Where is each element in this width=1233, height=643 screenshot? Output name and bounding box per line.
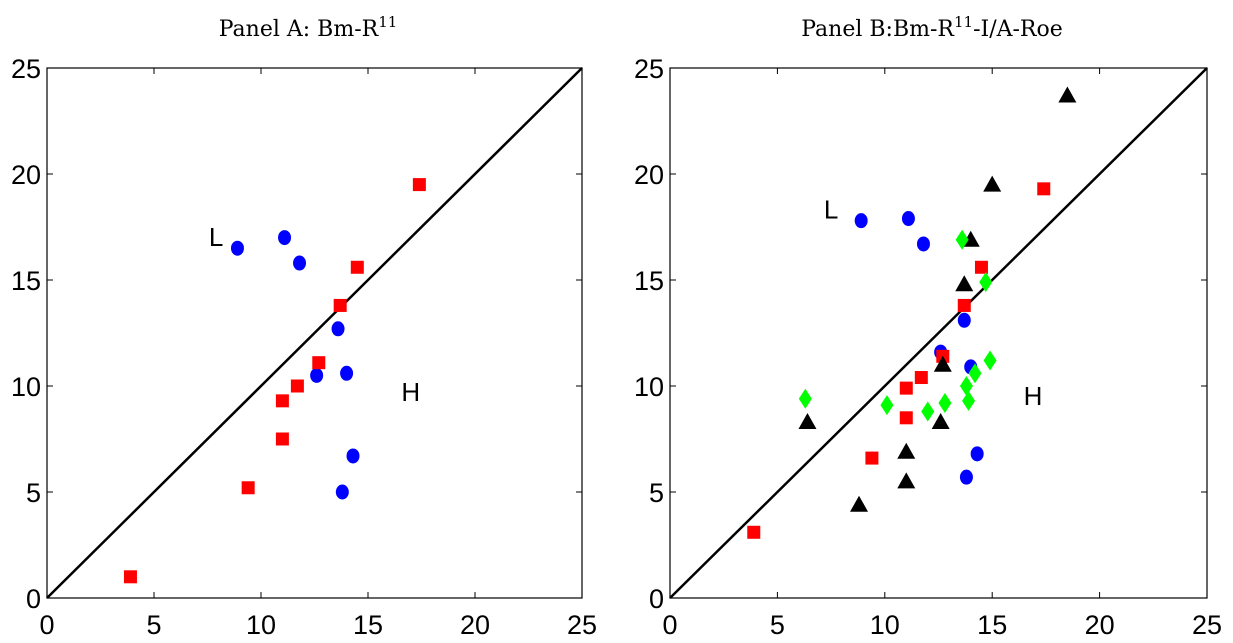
panel-b-diamond-marker bbox=[962, 390, 976, 411]
panel-b-circle-marker bbox=[901, 211, 915, 227]
panel-a-circle-marker bbox=[335, 484, 349, 500]
panel-b-diamond-marker bbox=[921, 401, 935, 422]
panel-a-xtick-label: 15 bbox=[353, 610, 383, 640]
panel-a-title: Panel A: Bm-R11 bbox=[219, 13, 398, 42]
panel-b-diagonal-line bbox=[669, 67, 1208, 599]
panel-a-circle-marker bbox=[230, 240, 244, 256]
panel-b-circle-marker bbox=[854, 213, 868, 229]
panel-a-annotation-l: L bbox=[209, 222, 223, 252]
panel-b-xtick-label: 20 bbox=[1085, 610, 1115, 640]
panel-b-diamond-marker bbox=[938, 392, 952, 413]
panel-a-annotation-h: H bbox=[401, 377, 420, 407]
panel-b-diamond-marker bbox=[955, 229, 969, 250]
panel-b-annotation-h: H bbox=[1024, 381, 1043, 411]
panel-a-diagonal-line bbox=[46, 67, 583, 599]
panel-b-xtick-label: 0 bbox=[662, 610, 677, 640]
panel-a-square-marker bbox=[123, 570, 137, 584]
panel-a-square-marker bbox=[275, 432, 289, 446]
panel-b-diamond-marker bbox=[968, 363, 982, 384]
panel-b-triangle-marker bbox=[897, 442, 916, 459]
panel-a-square-marker bbox=[333, 298, 347, 312]
panel-b-diamond-marker bbox=[798, 388, 812, 409]
panel-a-xtick-label: 10 bbox=[246, 610, 276, 640]
panel-b-plot: 0 5 10 15 20 25 0 5 10 15 20 25 L H bbox=[634, 54, 1222, 640]
panel-a-circle-marker bbox=[293, 255, 307, 271]
panel-a-square-marker bbox=[290, 379, 304, 393]
panel-b-triangle-marker bbox=[983, 175, 1002, 192]
panel-a-ytick-label: 0 bbox=[26, 584, 41, 614]
panel-b-ytick-label: 15 bbox=[634, 266, 664, 296]
panel-a-circle-marker bbox=[331, 321, 345, 337]
panel-b-triangle-marker bbox=[850, 495, 869, 512]
panel-b-triangle-marker bbox=[798, 413, 817, 430]
panel-a-circle-marker bbox=[346, 448, 360, 464]
panel-b-xtick-label: 25 bbox=[1192, 610, 1222, 640]
panel-b-triangle-marker bbox=[931, 413, 950, 430]
panel-b-axes-frame bbox=[669, 67, 1208, 599]
panel-b-diamond-marker bbox=[979, 272, 993, 293]
panel-a-ytick-label: 10 bbox=[11, 372, 41, 402]
panel-a-plot: 0 5 10 15 20 25 0 5 10 15 20 25 L H bbox=[11, 54, 597, 640]
panel-b-square-marker bbox=[974, 260, 988, 274]
panel-b-square-marker bbox=[1037, 182, 1051, 196]
panel-a-ytick-label: 15 bbox=[11, 266, 41, 296]
panel-b-circle-marker bbox=[916, 236, 930, 252]
panel-a-square-marker bbox=[275, 394, 289, 408]
panel-b-ytick-label: 25 bbox=[634, 54, 664, 84]
panel-b-xtick-label: 5 bbox=[770, 610, 785, 640]
panel-b-diamond-marker bbox=[880, 395, 894, 416]
panel-a-square-marker bbox=[412, 178, 426, 192]
panel-a-circle-marker bbox=[310, 367, 324, 383]
panel-b-circle-marker bbox=[970, 446, 984, 462]
panel-b-ytick-label: 10 bbox=[634, 372, 664, 402]
panel-b-circle-marker bbox=[959, 469, 973, 485]
panel-b-annotation-l: L bbox=[824, 195, 838, 225]
panel-a-xtick-label: 20 bbox=[460, 610, 490, 640]
panel-a-xtick-label: 25 bbox=[567, 610, 597, 640]
panel-b-circle-marker bbox=[957, 312, 971, 328]
panel-b-square-marker bbox=[899, 381, 913, 395]
panel-b-diamond-marker bbox=[983, 350, 997, 371]
panel-b-square-marker bbox=[957, 298, 971, 312]
panel-b-square-marker bbox=[899, 411, 913, 425]
panel-b-square-marker bbox=[865, 451, 879, 465]
panel-a-ytick-label: 5 bbox=[26, 478, 41, 508]
panel-a-ytick-label: 20 bbox=[11, 160, 41, 190]
panel-b-ytick-label: 20 bbox=[634, 160, 664, 190]
panel-a-circle-marker bbox=[340, 365, 354, 381]
panel-b-ytick-label: 0 bbox=[649, 584, 664, 614]
panel-a-circle-marker bbox=[278, 230, 292, 246]
panel-b-triangle-marker bbox=[933, 355, 952, 372]
panel-a-square-marker bbox=[312, 356, 326, 370]
panel-b-triangle-marker bbox=[1058, 86, 1077, 103]
panel-a-xtick-label: 0 bbox=[39, 610, 54, 640]
panel-b-xtick-label: 15 bbox=[977, 610, 1007, 640]
panel-b-diamond-marker bbox=[959, 376, 973, 396]
panel-b-square-marker bbox=[747, 525, 761, 539]
panel-a-square-marker bbox=[350, 260, 364, 274]
panel-b-triangle-marker bbox=[897, 472, 916, 489]
panel-b-square-marker bbox=[914, 371, 928, 385]
panel-b-title: Panel B:Bm-R11-I/A-Roe bbox=[801, 13, 1063, 42]
panel-a-ytick-label: 25 bbox=[11, 54, 41, 84]
panel-a-axes-frame bbox=[46, 67, 583, 599]
panel-b-ytick-label: 5 bbox=[649, 478, 664, 508]
panel-b-triangle-marker bbox=[955, 275, 974, 292]
panel-a-square-marker bbox=[241, 481, 255, 495]
panel-a-xtick-label: 5 bbox=[146, 610, 161, 640]
panel-b-xtick-label: 10 bbox=[870, 610, 900, 640]
